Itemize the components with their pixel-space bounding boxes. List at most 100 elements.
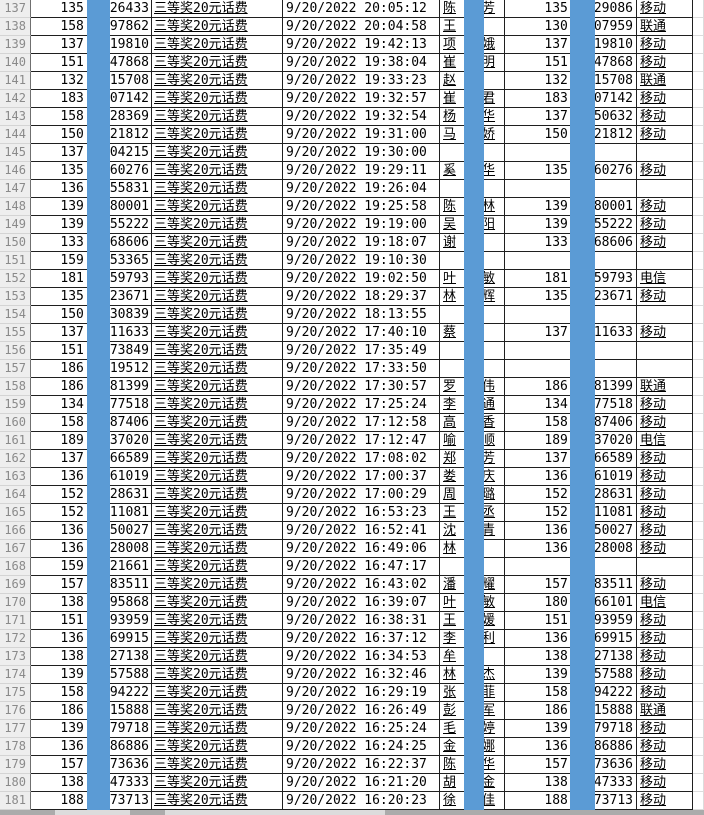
cell-prize[interactable]: 三等奖20元话费	[152, 126, 283, 144]
cell-phone2-masked[interactable]: 135 23671	[505, 288, 637, 306]
cell-carrier[interactable]: 电信	[637, 432, 693, 450]
cell-empty[interactable]	[693, 720, 704, 738]
cell-carrier[interactable]: 联通	[637, 378, 693, 396]
cell-prize[interactable]: 三等奖20元话费	[152, 144, 283, 162]
cell-empty[interactable]	[693, 594, 704, 612]
cell-carrier[interactable]: 联通	[637, 702, 693, 720]
cell-datetime[interactable]: 9/20/2022 19:31:00	[283, 126, 440, 144]
cell-datetime[interactable]: 9/20/2022 17:25:24	[283, 396, 440, 414]
cell-phone1-masked[interactable]: 150 30839	[31, 306, 152, 324]
cell-prize[interactable]: 三等奖20元话费	[152, 396, 283, 414]
row-header[interactable]: 158	[0, 378, 31, 396]
cell-datetime[interactable]: 9/20/2022 18:13:55	[283, 306, 440, 324]
cell-datetime[interactable]: 9/20/2022 16:47:17	[283, 558, 440, 576]
cell-empty[interactable]	[693, 90, 704, 108]
cell-empty[interactable]	[693, 360, 704, 378]
cell-prize[interactable]: 三等奖20元话费	[152, 666, 283, 684]
cell-prize[interactable]: 三等奖20元话费	[152, 432, 283, 450]
row-header[interactable]: 170	[0, 594, 31, 612]
row-header[interactable]: 153	[0, 288, 31, 306]
cell-prize[interactable]: 三等奖20元话费	[152, 72, 283, 90]
cell-empty[interactable]	[693, 144, 704, 162]
row-header[interactable]: 179	[0, 756, 31, 774]
cell-datetime[interactable]: 9/20/2022 19:30:00	[283, 144, 440, 162]
cell-carrier[interactable]: 移动	[637, 792, 693, 810]
cell-datetime[interactable]: 9/20/2022 19:29:11	[283, 162, 440, 180]
cell-datetime[interactable]: 9/20/2022 19:42:13	[283, 36, 440, 54]
cell-datetime[interactable]: 9/20/2022 16:24:25	[283, 738, 440, 756]
row-header[interactable]: 169	[0, 576, 31, 594]
cell-empty[interactable]	[693, 648, 704, 666]
row-header[interactable]: 152	[0, 270, 31, 288]
cell-prize[interactable]: 三等奖20元话费	[152, 360, 283, 378]
row-header[interactable]: 167	[0, 540, 31, 558]
row-header[interactable]: 147	[0, 180, 31, 198]
cell-prize[interactable]: 三等奖20元话费	[152, 234, 283, 252]
row-header[interactable]: 141	[0, 72, 31, 90]
cell-prize[interactable]: 三等奖20元话费	[152, 378, 283, 396]
cell-prize[interactable]: 三等奖20元话费	[152, 774, 283, 792]
cell-prize[interactable]: 三等奖20元话费	[152, 198, 283, 216]
cell-carrier[interactable]	[637, 342, 693, 360]
cell-empty[interactable]	[693, 684, 704, 702]
cell-datetime[interactable]: 9/20/2022 17:30:57	[283, 378, 440, 396]
row-header[interactable]: 176	[0, 702, 31, 720]
cell-empty[interactable]	[693, 288, 704, 306]
cell-carrier[interactable]	[637, 558, 693, 576]
row-header[interactable]: 175	[0, 684, 31, 702]
cell-prize[interactable]: 三等奖20元话费	[152, 324, 283, 342]
cell-empty[interactable]	[693, 306, 704, 324]
row-header[interactable]: 148	[0, 198, 31, 216]
cell-carrier[interactable]: 移动	[637, 108, 693, 126]
cell-empty[interactable]	[693, 792, 704, 810]
row-header[interactable]: 150	[0, 234, 31, 252]
cell-empty[interactable]	[693, 738, 704, 756]
cell-datetime[interactable]: 9/20/2022 17:33:50	[283, 360, 440, 378]
row-header[interactable]: 160	[0, 414, 31, 432]
cell-empty[interactable]	[693, 522, 704, 540]
cell-carrier[interactable]: 移动	[637, 324, 693, 342]
row-header[interactable]: 178	[0, 738, 31, 756]
cell-carrier[interactable]: 移动	[637, 450, 693, 468]
cell-phone2-masked[interactable]: 135 29086	[505, 0, 637, 18]
cell-prize[interactable]: 三等奖20元话费	[152, 648, 283, 666]
cell-datetime[interactable]: 9/20/2022 20:05:12	[283, 0, 440, 18]
cell-carrier[interactable]: 电信	[637, 270, 693, 288]
cell-carrier[interactable]: 移动	[637, 540, 693, 558]
cell-datetime[interactable]: 9/20/2022 16:37:12	[283, 630, 440, 648]
cell-datetime[interactable]: 9/20/2022 16:52:41	[283, 522, 440, 540]
row-header[interactable]: 161	[0, 432, 31, 450]
row-header[interactable]: 145	[0, 144, 31, 162]
cell-empty[interactable]	[693, 162, 704, 180]
cell-datetime[interactable]: 9/20/2022 19:18:07	[283, 234, 440, 252]
cell-datetime[interactable]: 9/20/2022 16:21:20	[283, 774, 440, 792]
cell-name-masked[interactable]: 李通	[440, 396, 505, 414]
cell-carrier[interactable]: 移动	[637, 162, 693, 180]
cell-prize[interactable]: 三等奖20元话费	[152, 18, 283, 36]
row-header[interactable]: 180	[0, 774, 31, 792]
row-header[interactable]: 154	[0, 306, 31, 324]
row-header[interactable]: 171	[0, 612, 31, 630]
cell-empty[interactable]	[693, 468, 704, 486]
cell-carrier[interactable]: 联通	[637, 18, 693, 36]
row-header[interactable]: 159	[0, 396, 31, 414]
row-header[interactable]: 162	[0, 450, 31, 468]
row-header[interactable]: 137	[0, 0, 31, 18]
cell-prize[interactable]: 三等奖20元话费	[152, 36, 283, 54]
cell-prize[interactable]: 三等奖20元话费	[152, 414, 283, 432]
cell-prize[interactable]: 三等奖20元话费	[152, 702, 283, 720]
row-header[interactable]: 151	[0, 252, 31, 270]
cell-prize[interactable]: 三等奖20元话费	[152, 90, 283, 108]
cell-empty[interactable]	[693, 432, 704, 450]
cell-carrier[interactable]	[637, 306, 693, 324]
cell-phone1-masked[interactable]: 136 86886	[31, 738, 152, 756]
cell-carrier[interactable]: 移动	[637, 234, 693, 252]
horizontal-scrollbar-thumb[interactable]	[165, 810, 385, 815]
cell-datetime[interactable]: 9/20/2022 17:12:58	[283, 414, 440, 432]
cell-prize[interactable]: 三等奖20元话费	[152, 558, 283, 576]
cell-datetime[interactable]: 9/20/2022 19:02:50	[283, 270, 440, 288]
cell-empty[interactable]	[693, 558, 704, 576]
cell-carrier[interactable]: 移动	[637, 684, 693, 702]
cell-datetime[interactable]: 9/20/2022 19:32:57	[283, 90, 440, 108]
cell-prize[interactable]: 三等奖20元话费	[152, 180, 283, 198]
